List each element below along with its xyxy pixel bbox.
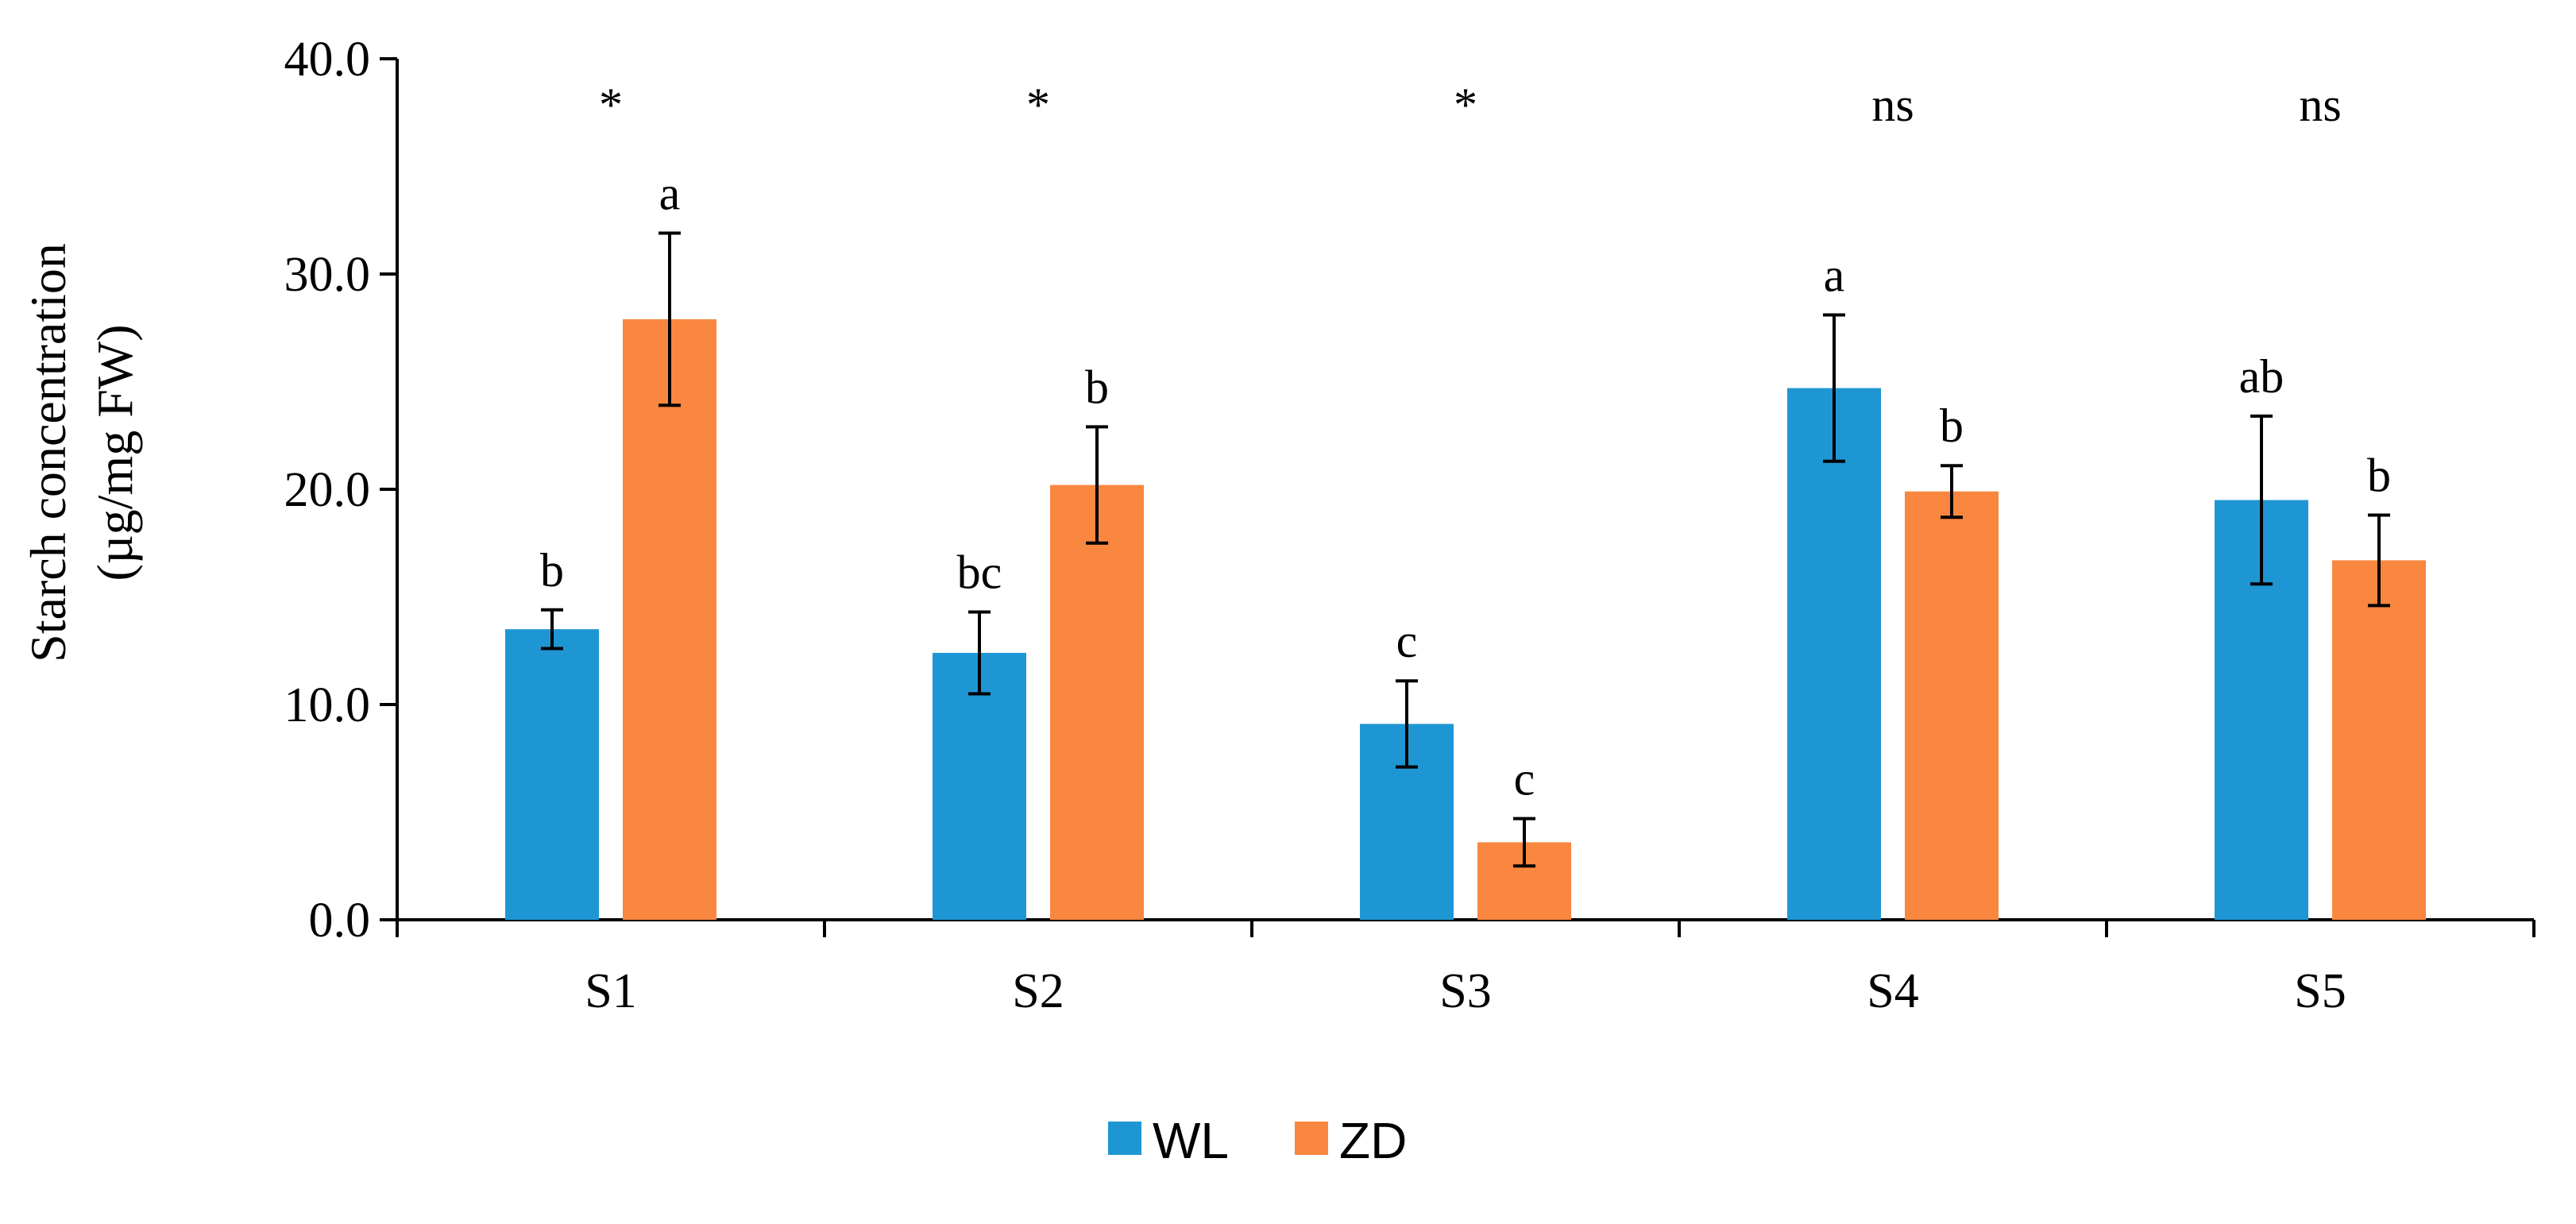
x-tick-label: S3 [1439, 964, 1491, 1018]
legend-swatch-zd [1295, 1122, 1328, 1155]
y-axis-title: Starch concentration (µg/mg FW) [20, 243, 143, 662]
y-axis-title-line-1: Starch concentration [20, 243, 76, 662]
legend-label-zd: ZD [1339, 1112, 1407, 1169]
significance-letter: c [1396, 615, 1418, 667]
x-tick-label: S4 [1867, 964, 1918, 1018]
significance-label: ns [1871, 79, 1914, 131]
bar-zd [623, 319, 716, 920]
bar-wl [933, 652, 1026, 920]
significance-label: * [1026, 79, 1050, 131]
bar-zd [1050, 485, 1144, 920]
y-tick-label: 10.0 [284, 678, 371, 732]
bar-wl [1787, 388, 1881, 920]
y-tick-label: 0.0 [309, 894, 371, 948]
significance-letter: bc [957, 546, 1002, 598]
x-tick-label: S1 [585, 964, 636, 1018]
bar-zd [1905, 491, 1999, 920]
significance-label: * [1454, 79, 1477, 131]
significance-letter: a [1824, 249, 1845, 301]
significance-letter: a [659, 168, 681, 220]
significance-letter: c [1514, 753, 1535, 805]
significance-letter: b [1085, 361, 1109, 413]
significance-letter: ab [2239, 350, 2284, 403]
significance-letter: b [2367, 450, 2391, 502]
x-tick-label: S5 [2294, 964, 2346, 1018]
y-axis-title-line-2: (µg/mg FW) [87, 324, 143, 581]
bar-zd [2332, 560, 2426, 920]
y-tick-label: 30.0 [284, 248, 371, 302]
y-tick-label: 40.0 [284, 33, 371, 87]
legend-label-wl: WL [1153, 1112, 1229, 1169]
plot-area: 0.0 10.0 20.0 30.0 40.0 S1 * b a S2 * bc b S3 * c c S4 ns a… [284, 33, 2535, 1018]
significance-letter: b [540, 544, 564, 597]
y-tick-label: 20.0 [284, 463, 371, 517]
significance-letter: b [1940, 400, 1964, 452]
legend-swatch-wl [1108, 1122, 1141, 1155]
x-tick-label: S2 [1012, 964, 1064, 1018]
legend: WL ZD [1108, 1112, 1407, 1169]
bar-wl [505, 629, 599, 920]
significance-label: * [599, 79, 623, 131]
significance-label: ns [2299, 79, 2341, 131]
